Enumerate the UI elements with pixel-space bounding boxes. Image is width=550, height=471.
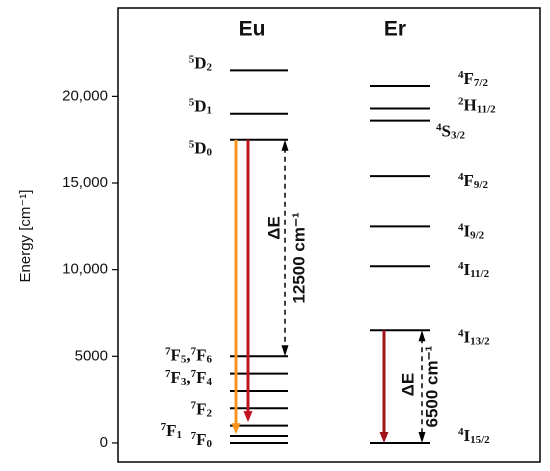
term-sup: 5 [189, 96, 195, 108]
gap-label: 12500 cm⁻¹ [289, 212, 308, 304]
y-tick-label: 5000 [75, 347, 108, 364]
y-tick-label: 10,000 [62, 261, 108, 278]
term-base: F [170, 368, 180, 387]
column-header: Er [384, 18, 406, 41]
level-label: 7F0 [191, 430, 213, 451]
term-sup: 5 [189, 53, 195, 65]
term-base: F [464, 69, 474, 88]
y-axis-label: Energy [cm⁻¹] [17, 190, 34, 283]
term-sub: 3/2 [451, 130, 466, 142]
term-sub: 9/2 [470, 230, 485, 242]
term-base: I [464, 426, 471, 445]
term-base: I [464, 221, 471, 240]
gap-symbol: ΔE [264, 216, 283, 240]
plot-frame [117, 7, 541, 463]
level-label: 7F3,7F4 [165, 368, 213, 389]
term-sub: 5 [181, 354, 187, 366]
gap-symbol: ΔE [398, 373, 417, 397]
term-base: H [464, 95, 477, 114]
separator: , [186, 345, 190, 364]
arrowhead [231, 423, 241, 435]
arrowhead [418, 431, 426, 443]
term-base: D [194, 53, 206, 72]
term-sup: 4 [458, 69, 464, 81]
term-base: F [196, 368, 206, 387]
level-label: 5D0 [189, 138, 213, 159]
term-sub: 6 [207, 354, 213, 366]
term-sub: 2 [207, 408, 213, 420]
term-sup: 4 [458, 260, 464, 272]
term-sub: 11/2 [470, 269, 489, 281]
term-sub: 11/2 [477, 104, 496, 116]
level-label: 4S3/2 [436, 121, 466, 142]
term-base: F [196, 400, 206, 419]
arrowhead [281, 345, 289, 357]
term-base: I [464, 260, 471, 279]
level-label: 4F7/2 [458, 69, 488, 90]
term-sub: 1 [207, 105, 213, 117]
term-base: D [194, 139, 206, 158]
level-label: 7F1 [161, 421, 182, 442]
term-sup: 4 [436, 121, 442, 133]
level-label: 7F2 [191, 399, 213, 420]
column-header: Eu [239, 18, 266, 41]
term-sup: 7 [191, 430, 197, 442]
y-tick-label: 20,000 [62, 87, 108, 104]
term-base: S [442, 122, 451, 141]
term-sub: 7/2 [474, 77, 489, 89]
term-sup: 7 [165, 368, 171, 380]
term-sub: 0 [207, 147, 213, 159]
term-base: F [464, 171, 474, 190]
arrowhead [281, 139, 289, 151]
gap-label: 6500 cm⁻¹ [422, 345, 441, 427]
term-sup: 4 [458, 327, 464, 339]
term-base: F [196, 430, 206, 449]
term-sup: 7 [165, 345, 171, 357]
level-label: 4I13/2 [458, 327, 490, 348]
level-label: 5D2 [189, 53, 213, 74]
y-tick-label: 15,000 [62, 174, 108, 191]
level-label: 5D1 [189, 96, 212, 117]
term-sub: 0 [207, 438, 213, 450]
term-base: F [170, 345, 180, 364]
term-sub: 1 [177, 429, 183, 441]
term-sub: 3 [181, 376, 187, 388]
term-sup: 4 [458, 426, 464, 438]
level-label: 2H11/2 [458, 95, 496, 116]
term-sup: 5 [189, 138, 195, 150]
arrowhead [243, 411, 253, 423]
level-label: 4I15/2 [458, 426, 490, 447]
term-sub: 15/2 [470, 434, 490, 446]
term-sup: 4 [458, 221, 464, 233]
term-base: F [196, 345, 206, 364]
term-sup: 4 [458, 171, 464, 183]
term-sup: 7 [191, 368, 197, 380]
term-sup: 2 [458, 95, 464, 107]
term-sub: 9/2 [474, 179, 489, 191]
separator: , [186, 368, 190, 387]
term-base: D [194, 97, 206, 116]
level-label: 4I11/2 [458, 260, 490, 281]
level-label: 4I9/2 [458, 221, 485, 242]
level-label: 7F5,7F6 [165, 345, 213, 366]
term-sup: 7 [191, 399, 197, 411]
y-tick-label: 0 [100, 434, 108, 451]
term-sub: 2 [207, 62, 213, 74]
term-sup: 7 [161, 421, 167, 433]
level-label: 4F9/2 [458, 171, 488, 192]
term-base: F [166, 421, 176, 440]
term-sup: 7 [191, 345, 197, 357]
arrowhead [418, 330, 426, 342]
term-sub: 4 [207, 376, 213, 388]
term-base: I [464, 327, 471, 346]
arrowhead [379, 431, 389, 443]
term-sub: 13/2 [470, 336, 490, 348]
